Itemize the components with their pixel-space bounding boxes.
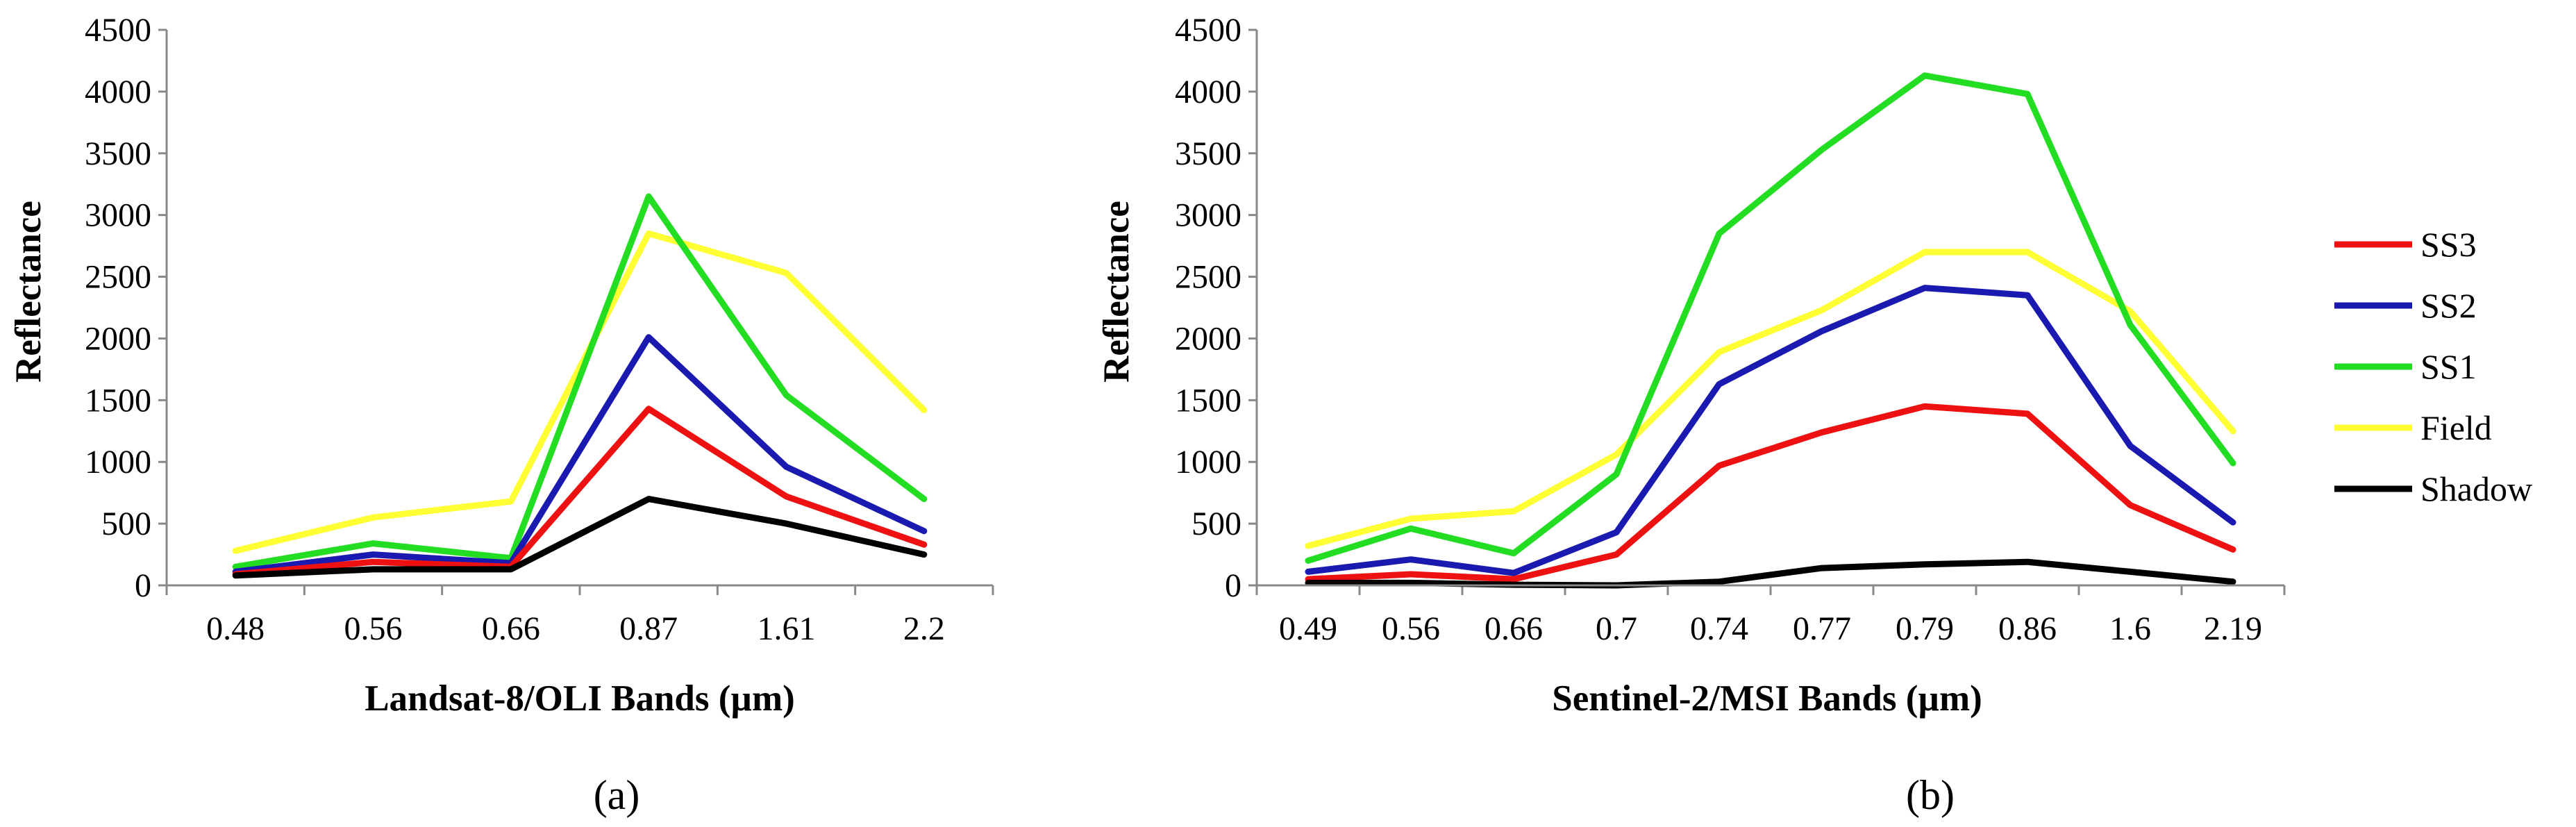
y-tick-label: 4000: [85, 74, 151, 110]
x-tick-label: 0.49: [1279, 610, 1337, 647]
y-tick-labels: 0 500 1000 1500 2000 2500 3000 3500 4000 4500: [1175, 12, 1257, 604]
x-tick-label: 0.48: [206, 610, 265, 647]
y-tick-label: 3000: [85, 197, 151, 234]
series-lines: [1305, 72, 2236, 589]
y-axis-title: Reflectance: [8, 201, 49, 383]
x-tick-label: 0.7: [1596, 610, 1637, 647]
y-tick-label: 4500: [85, 12, 151, 49]
series-line-ss1: [232, 193, 928, 570]
y-tick-label: 0: [1225, 567, 1241, 604]
y-tick-label: 1500: [1175, 382, 1241, 419]
y-tick-label: 2000: [85, 320, 151, 357]
y-tick-label: 500: [1191, 506, 1241, 542]
series-line-field: [1305, 249, 2236, 549]
y-tick-label: 2500: [1175, 259, 1241, 296]
y-tick-label: 2500: [85, 259, 151, 296]
panel-label-a: (a): [594, 772, 640, 818]
series-line-ss3: [1305, 403, 2236, 583]
y-tick-label: 1500: [85, 382, 151, 419]
x-tick-labels: 0.49 0.56 0.66 0.7 0.74 0.77 0.79 0.86 1.6 2.19: [1255, 585, 2286, 647]
y-tick-label: 0: [135, 567, 151, 604]
series-line-ss3: [232, 406, 928, 578]
x-tick-label: 0.66: [482, 610, 540, 647]
x-tick-label: 0.56: [344, 610, 403, 647]
y-axis-title: Reflectance: [1096, 201, 1137, 383]
x-axis-title: Landsat-8/OLI Bands (µm): [365, 678, 795, 719]
series-line-ss2: [232, 334, 928, 575]
chart-panel-b: 0 500 1000 1500 2000 2500 3000 3500 4000 4500 0.4…: [1096, 12, 2286, 818]
x-tick-label: 1.61: [758, 610, 816, 647]
y-tick-label: 2000: [1175, 320, 1241, 357]
x-tick-label: 0.87: [619, 610, 678, 647]
series-line-ss1: [1305, 72, 2236, 564]
y-tick-label: 3000: [1175, 197, 1241, 234]
y-tick-label: 1000: [85, 444, 151, 481]
x-tick-label: 0.74: [1690, 610, 1748, 647]
legend-label-ss1: SS1: [2420, 347, 2477, 386]
series-line-shadow: [1305, 558, 2236, 589]
x-tick-label: 1.6: [2109, 610, 2151, 647]
series-lines: [232, 193, 928, 579]
y-tick-label: 4000: [1175, 74, 1241, 110]
x-tick-label: 0.56: [1382, 610, 1440, 647]
chart-panel-a: 0 500 1000 1500 2000 2500 3000 3500 4000 4500 0.4…: [8, 12, 994, 818]
series-line-ss2: [1305, 285, 2236, 576]
x-tick-labels: 0.48 0.56 0.66 0.87 1.61 2.2: [165, 585, 994, 647]
y-tick-label: 500: [101, 506, 151, 542]
y-tick-label: 3500: [85, 135, 151, 172]
y-tick-label: 4500: [1175, 12, 1241, 49]
panel-label-b: (b): [1906, 772, 1955, 818]
legend: SS3 SS2 SS1 Field Shadow: [2334, 225, 2532, 508]
x-tick-label: 0.79: [1896, 610, 1954, 647]
y-tick-label: 1000: [1175, 444, 1241, 481]
series-line-shadow: [232, 496, 928, 579]
legend-label-field: Field: [2420, 408, 2492, 447]
x-tick-label: 2.19: [2204, 610, 2262, 647]
legend-label-ss2: SS2: [2420, 286, 2477, 325]
y-tick-labels: 0 500 1000 1500 2000 2500 3000 3500 4000 4500: [85, 12, 167, 604]
x-tick-label: 0.66: [1484, 610, 1543, 647]
x-tick-label: 2.2: [903, 610, 945, 647]
x-tick-label: 0.86: [1998, 610, 2057, 647]
x-tick-label: 0.77: [1793, 610, 1851, 647]
x-axis-title: Sentinel-2/MSI Bands (µm): [1552, 678, 1982, 719]
series-line-field: [232, 230, 928, 554]
legend-label-ss3: SS3: [2420, 225, 2477, 264]
y-tick-label: 3500: [1175, 135, 1241, 172]
legend-label-shadow: Shadow: [2420, 469, 2532, 508]
